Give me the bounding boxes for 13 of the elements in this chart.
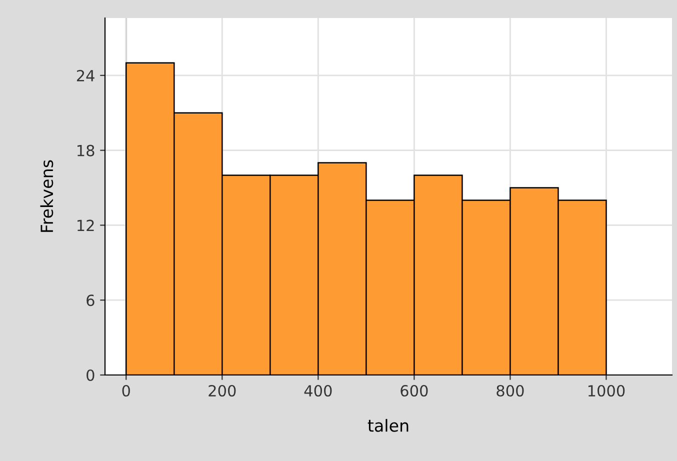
y-axis-title: Frekvens <box>40 160 54 232</box>
y-tick-label: 6 <box>86 294 94 306</box>
x-tick-label: 800 <box>496 384 524 397</box>
x-tick-label: 400 <box>304 384 332 397</box>
x-tick-label: 0 <box>122 384 130 397</box>
x-tick-label: 600 <box>400 384 428 397</box>
y-tick-label: 12 <box>78 220 94 232</box>
x-tick-label: 200 <box>208 384 236 397</box>
y-tick-label: 0 <box>86 369 94 382</box>
x-axis-title: talen <box>368 418 408 432</box>
x-tick-label: 1000 <box>588 384 625 397</box>
y-tick-label: 24 <box>76 70 94 82</box>
y-tick-label: 18 <box>78 144 94 156</box>
